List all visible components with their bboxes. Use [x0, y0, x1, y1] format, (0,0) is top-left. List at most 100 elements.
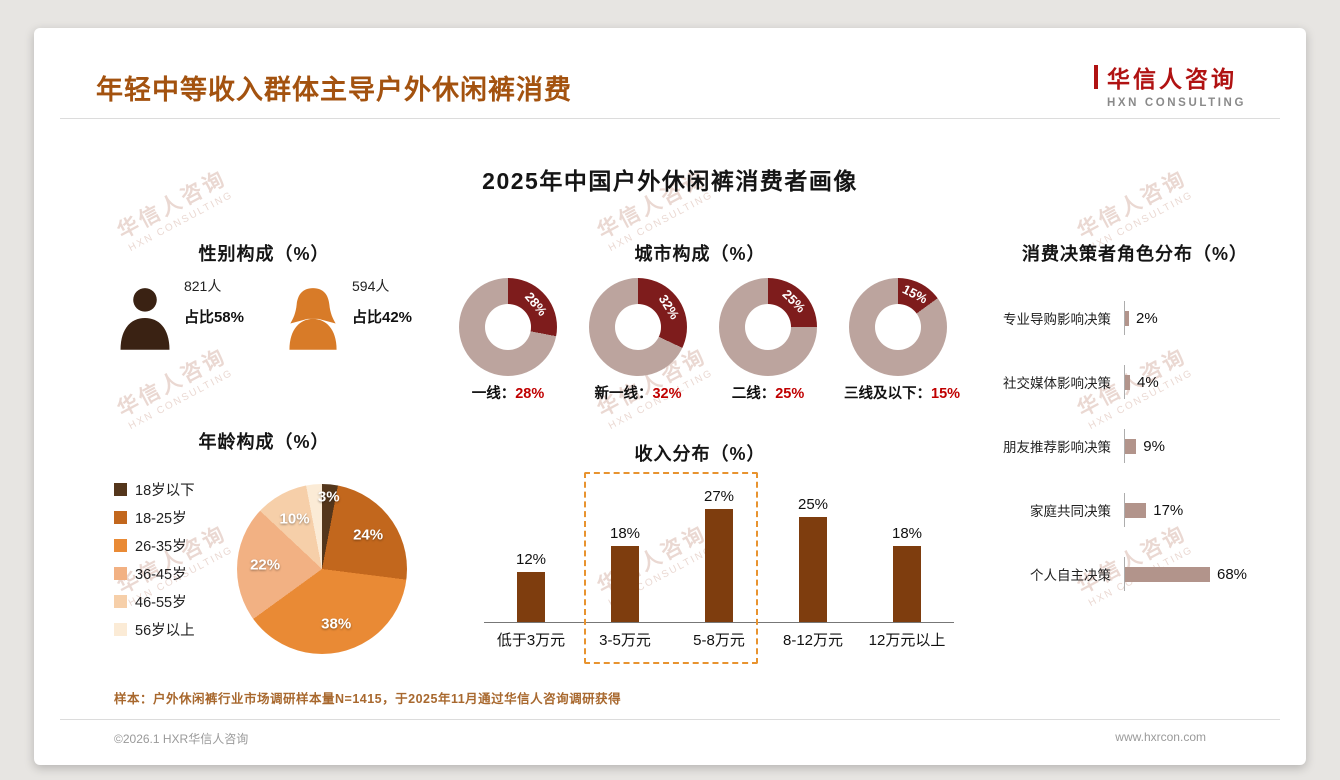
decision-row: 家庭共同决策 17%: [984, 490, 1294, 530]
donut-value-label: 28%: [522, 288, 551, 319]
legend-swatch: [114, 539, 127, 552]
donut-value-label: 32%: [655, 292, 683, 323]
decision-row: 朋友推荐影响决策 9%: [984, 426, 1294, 466]
legend-label: 36-45岁: [135, 567, 187, 583]
income-column: 25%: [766, 472, 860, 622]
pie-slice-label: 3%: [317, 488, 340, 506]
gender-count: 821人: [183, 278, 222, 294]
watermark-text-cn: 华信人咨询: [113, 344, 231, 422]
decision-row: 专业导购影响决策 2%: [984, 298, 1294, 338]
income-bars: 12% 18% 27% 25% 18%: [484, 472, 954, 622]
income-category: 3-5万元: [599, 632, 651, 649]
legend-label: 56岁以上: [135, 623, 195, 639]
income-axis-line: [484, 622, 954, 623]
footer-copyright: ©2026.1 HXR华信人咨询: [114, 732, 249, 746]
city-donut: 25% 二线：25%: [714, 278, 822, 403]
decision-bar: [1125, 438, 1137, 454]
donut-city-label: 一线：: [471, 386, 516, 402]
logo-text-en: HXN CONSULTING: [1106, 97, 1246, 109]
decision-bar-chart: 专业导购影响决策 2% 社交媒体影响决策 4% 朋友推荐影响决策 9% 家庭共同决策 17% 个…: [984, 298, 1294, 618]
page-title: 年轻中等收入群体主导户外休闲裤消费: [96, 75, 572, 105]
income-section-title: 收入分布（%）: [634, 444, 766, 464]
legend-swatch: [114, 567, 127, 580]
gender-stats: 821人占比58%: [184, 274, 244, 350]
donut-value-label: 15%: [899, 281, 930, 308]
decision-label: 专业导购影响决策: [1003, 312, 1111, 327]
footer-divider: [60, 719, 1280, 720]
gender-chart: 821人占比58% 594人占比42%: [90, 274, 438, 350]
decision-label: 家庭共同决策: [1030, 504, 1111, 519]
age-section-title: 年龄构成（%）: [198, 432, 330, 452]
decision-value: 17%: [1153, 501, 1184, 519]
age-legend-item: 26-35岁: [114, 536, 195, 555]
pie-slice-label: 24%: [353, 526, 384, 544]
decision-bar: [1125, 374, 1130, 390]
income-bar: [799, 517, 827, 622]
income-bar: [611, 546, 639, 622]
decision-row: 个人自主决策 68%: [984, 554, 1294, 594]
city-donut: 32% 新一线：32%: [584, 278, 692, 403]
donut-city-label: 二线：: [731, 386, 776, 402]
pie-slice-label: 22%: [250, 556, 281, 574]
income-column: 12%: [484, 472, 578, 622]
legend-label: 26-35岁: [135, 539, 187, 555]
income-value: 27%: [703, 487, 735, 505]
age-legend-item: 56岁以上: [114, 620, 195, 639]
decision-bar: [1125, 310, 1129, 326]
legend-swatch: [114, 511, 127, 524]
donut-ring: 28%: [459, 278, 557, 376]
donut-city-value: 15%: [931, 386, 961, 402]
decision-bar-cell: 9%: [1124, 429, 1294, 463]
decision-bar: [1125, 502, 1147, 518]
decision-label: 个人自主决策: [1030, 568, 1111, 583]
gender-section-title: 性别构成（%）: [198, 244, 330, 264]
age-legend-item: 46-55岁: [114, 592, 195, 611]
brand-logo: 华信人咨询 HXN CONSULTING: [1093, 60, 1246, 109]
decision-value: 2%: [1136, 309, 1158, 327]
income-value: 18%: [891, 525, 923, 543]
infographic-title: 2025年中国户外休闲裤消费者画像: [482, 168, 858, 194]
legend-label: 18-25岁: [135, 511, 187, 527]
gender-count: 594人: [352, 278, 390, 294]
pie-slice-label: 38%: [321, 615, 352, 633]
gender-share: 占比42%: [352, 309, 413, 326]
sample-note: 样本：户外休闲裤行业市场调研样本量N=1415，于2025年11月通过华信人咨询…: [114, 692, 622, 706]
decision-label: 社交媒体影响决策: [1003, 376, 1111, 391]
decision-value: 9%: [1143, 437, 1165, 455]
decision-bar-cell: 2%: [1124, 301, 1294, 335]
logo-accent-bar: [1093, 65, 1098, 89]
income-value: 18%: [609, 525, 641, 543]
city-donut: 28% 一线：28%: [454, 278, 562, 403]
income-bar: [893, 546, 921, 622]
decision-bar-cell: 4%: [1124, 365, 1294, 399]
donut-city-label: 新一线：: [594, 386, 653, 402]
donut-caption: 一线：28%: [454, 382, 562, 403]
income-category: 12万元以上: [868, 632, 946, 649]
donut-caption: 二线：25%: [714, 382, 822, 403]
income-column: 18%: [860, 472, 954, 622]
female-icon: [284, 274, 342, 350]
decision-section-title: 消费决策者角色分布（%）: [1021, 244, 1248, 264]
legend-swatch: [114, 483, 127, 496]
watermark-text-en: HXN CONSULTING: [126, 367, 236, 432]
income-category: 5-8万元: [693, 632, 745, 649]
decision-row: 社交媒体影响决策 4%: [984, 362, 1294, 402]
income-bar: [705, 508, 733, 622]
donut-ring: 25%: [719, 278, 817, 376]
gender-stats: 594人占比42%: [352, 274, 412, 350]
donut-city-value: 32%: [652, 386, 682, 402]
age-legend: 18岁以下 18-25岁 26-35岁 36-45岁 46-55岁 56岁以上: [114, 480, 195, 648]
income-value: 25%: [797, 496, 829, 513]
city-donut: 15% 三线及以下：15%: [844, 278, 960, 403]
age-pie-chart: 3% 24% 38% 22% 10%: [237, 484, 407, 654]
header-divider: [60, 118, 1280, 119]
legend-label: 46-55岁: [135, 595, 187, 611]
city-section-title: 城市构成（%）: [634, 244, 766, 264]
legend-swatch: [114, 623, 127, 636]
report-card: 华信人咨询 HXN CONSULTING 华信人咨询 HXN CONSULTING 华信…: [34, 28, 1306, 765]
donut-ring: 15%: [849, 278, 947, 376]
gender-share: 占比58%: [183, 309, 244, 326]
decision-value: 4%: [1137, 373, 1159, 391]
donut-city-label: 三线及以下：: [844, 386, 931, 402]
decision-bar-cell: 68%: [1124, 557, 1294, 591]
